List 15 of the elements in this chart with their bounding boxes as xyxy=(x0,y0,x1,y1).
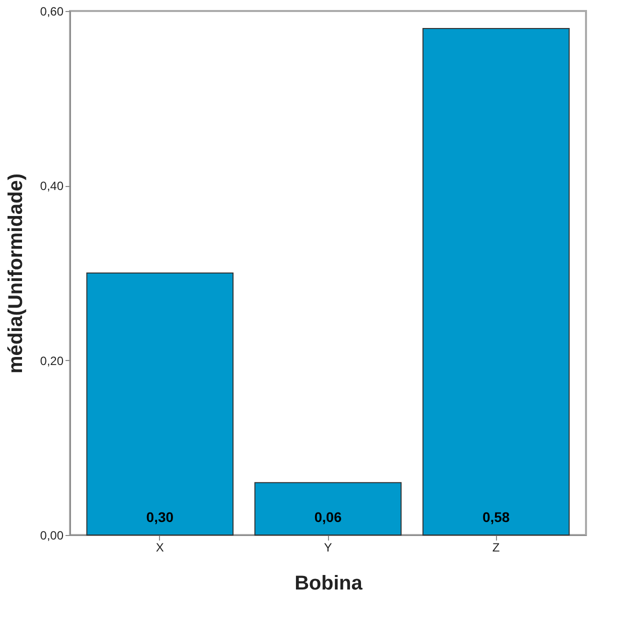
y-tick-label: 0,40 xyxy=(40,179,64,194)
data-label: 0,30 xyxy=(146,509,174,525)
y-tick-label: 0,60 xyxy=(40,4,64,18)
bar xyxy=(422,28,570,536)
x-axis-title: Bobina xyxy=(294,572,364,594)
bar xyxy=(86,272,234,536)
data-label: 0,06 xyxy=(314,509,342,525)
x-tick-label: X xyxy=(156,540,164,554)
x-tick-label: Y xyxy=(324,540,332,554)
y-tick-label: 0,20 xyxy=(40,354,64,368)
y-axis-title: média(Uniformidade) xyxy=(5,173,28,374)
x-tick-label: Z xyxy=(492,540,500,554)
bar xyxy=(254,482,402,536)
data-label: 0,58 xyxy=(482,509,510,525)
y-tick-label: 0,00 xyxy=(40,528,64,542)
